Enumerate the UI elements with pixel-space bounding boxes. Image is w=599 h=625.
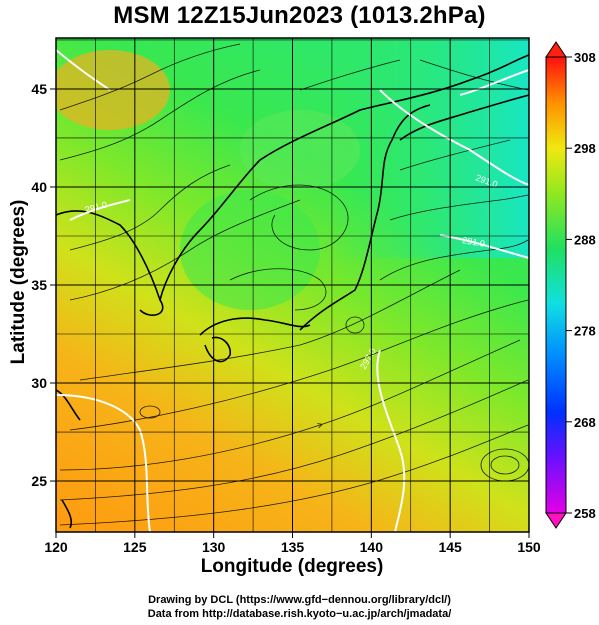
x-tick-label: 140 (360, 539, 384, 555)
credit-drawing: Drawing by DCL (https://www.gfd−dennou.o… (148, 594, 451, 606)
y-axis-label: Latitude (degrees) (8, 199, 29, 365)
colorbar-tick-label: 278 (574, 324, 596, 339)
colorbar-bar (545, 56, 567, 514)
y-tick-label: 25 (31, 473, 47, 489)
contour-label: 291.0 (462, 235, 486, 249)
x-axis-ticks: 120 125 130 135 140 145 150 (44, 532, 541, 555)
map-title: MSM 12Z15Jun2023 (1013.2hPa) (113, 2, 486, 29)
colorbar-tick-label: 288 (574, 232, 596, 247)
credit-data: Data from http://database.rish.kyoto−u.a… (147, 608, 452, 620)
map-grid (55, 38, 530, 532)
y-tick-label: 40 (31, 179, 47, 195)
y-axis-ticks: 25 30 35 40 45 (31, 81, 56, 489)
x-tick-label: 135 (281, 539, 305, 555)
x-tick-label: 150 (517, 539, 541, 555)
y-tick-label: 45 (31, 81, 47, 97)
x-tick-label: 120 (44, 539, 68, 555)
x-tick-label: 125 (123, 539, 147, 555)
colorbar: 308 298 288 278 268 258 (545, 41, 596, 529)
colorbar-tick-label: 308 (574, 50, 596, 65)
colorbar-tick-label: 298 (574, 141, 596, 156)
y-tick-label: 30 (31, 375, 47, 391)
isotherm-contours (56, 49, 529, 532)
x-tick-label: 145 (438, 539, 462, 555)
colorbar-tick-label: 258 (574, 506, 596, 521)
colorbar-bottom-arrow (545, 512, 567, 529)
x-axis-label: Longitude (degrees) (200, 556, 384, 577)
coastlines (56, 54, 529, 529)
colorbar-tick-label: 268 (574, 415, 596, 430)
y-tick-label: 35 (31, 277, 47, 293)
x-tick-label: 130 (202, 539, 226, 555)
colorbar-top-arrow (545, 41, 567, 58)
